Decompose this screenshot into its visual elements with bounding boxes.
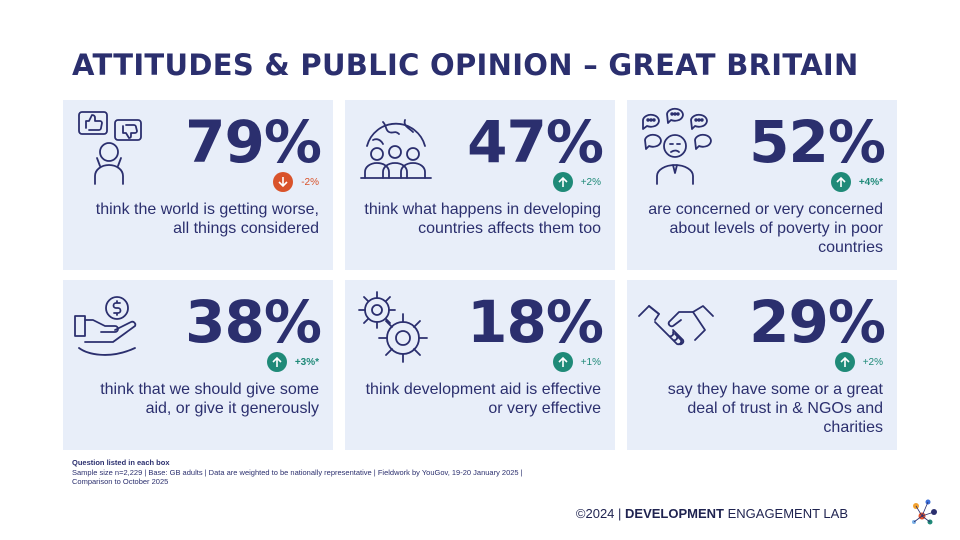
percent-value: 29%: [749, 288, 886, 356]
stat-description: are concerned or very concerned about le…: [648, 201, 883, 256]
stat-card-world-worse: 79% -2% think the world is getting worse…: [63, 100, 333, 270]
arrow-up-icon: [552, 172, 573, 192]
change-value: -2%: [301, 176, 319, 188]
percent-value: 79%: [185, 108, 322, 176]
stat-card-aid-effective: 18% +1% think development aid is effecti…: [345, 280, 615, 450]
arrow-down-icon: [273, 172, 294, 192]
page-title: ATTITUDES & PUBLIC OPINION – GREAT BRITA…: [72, 48, 859, 82]
stat-description: think that we should give some aid, or g…: [100, 381, 319, 417]
footnote-methodology: Sample size n=2,229 | Base: GB adults | …: [72, 467, 523, 477]
hand-giving-money-icon: [74, 296, 137, 356]
percent-value: 47%: [467, 108, 604, 176]
percent-value: 38%: [185, 288, 322, 356]
change-value: +2%: [862, 356, 883, 368]
change-value: +3%*: [294, 356, 319, 368]
change-indicator: +3%*: [266, 352, 319, 372]
handshake-icon: [638, 305, 714, 346]
arrow-up-icon: [266, 352, 287, 372]
worried-person-speech-icon: [642, 107, 712, 185]
copyright: ©2024 | DEVELOPMENT ENGAGEMENT LAB: [576, 506, 848, 521]
stat-card-poverty-concern: 52% +4%* are concerned or very concerned…: [627, 100, 897, 270]
del-logo-icon: [912, 499, 937, 525]
stat-card-developing-countries: 47% +2% think what happens in developing…: [345, 100, 615, 270]
change-value: +1%: [580, 356, 601, 368]
copyright-prefix: ©2024 |: [575, 506, 626, 521]
footnote-question: Question listed in each box: [72, 458, 170, 467]
change-value: +4%*: [858, 176, 883, 188]
stat-description: think what happens in developing countri…: [364, 201, 601, 237]
change-indicator: -2%: [273, 172, 319, 192]
thumbs-feedback-person-icon: [78, 111, 142, 185]
stat-card-give-aid: 38% +3%* think that we should give some …: [63, 280, 333, 450]
arrow-up-icon: [834, 352, 855, 372]
change-indicator: +2%: [834, 352, 883, 372]
change-value: +2%: [580, 176, 601, 188]
change-indicator: +4%*: [830, 172, 883, 192]
stat-card-ngo-trust: 29% +2% say they have some or a great de…: [627, 280, 897, 450]
stat-description: say they have some or a great deal of tr…: [667, 381, 883, 436]
globe-people-icon: [360, 119, 432, 179]
gears-icon: [358, 291, 428, 363]
percent-value: 18%: [467, 288, 604, 356]
stat-description: think development aid is effective or ve…: [365, 381, 601, 417]
change-indicator: +2%: [552, 172, 601, 192]
footnote-comparison: Comparison to October 2025: [72, 477, 169, 486]
change-indicator: +1%: [552, 352, 601, 372]
percent-value: 52%: [749, 108, 886, 176]
copyright-rest: ENGAGEMENT LAB: [723, 506, 848, 521]
stat-description: think the world is getting worse, all th…: [95, 201, 319, 237]
arrow-up-icon: [552, 352, 573, 372]
footnote: Question listed in each box Sample size …: [72, 458, 632, 487]
arrow-up-icon: [830, 172, 851, 192]
copyright-bold: DEVELOPMENT: [625, 506, 724, 521]
